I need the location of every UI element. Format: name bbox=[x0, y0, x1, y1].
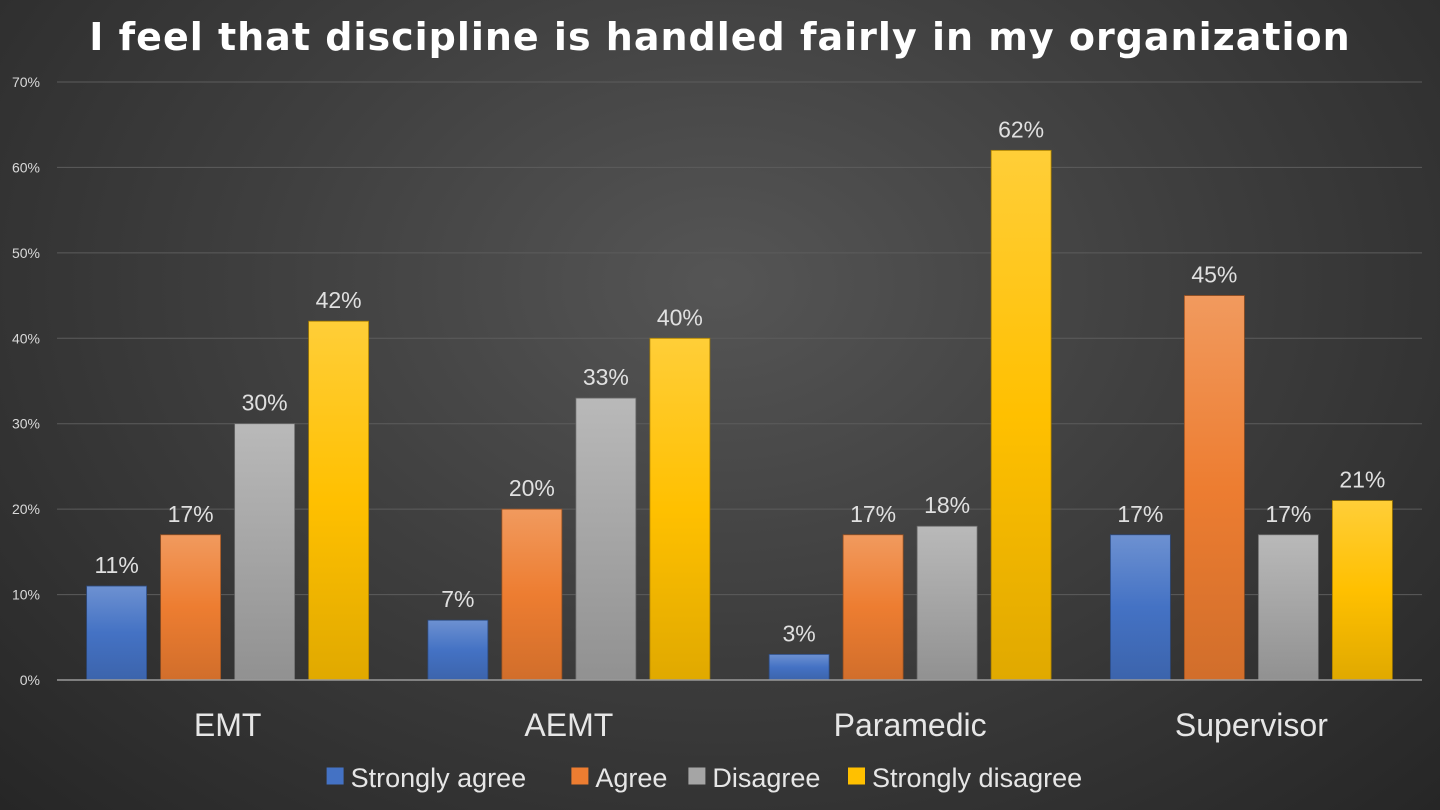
data-label: 11% bbox=[94, 552, 138, 578]
x-axis-ticks: EMT AEMT Paramedic Supervisor bbox=[194, 707, 1328, 743]
data-label: 17% bbox=[1265, 501, 1311, 527]
data-label: 3% bbox=[783, 620, 816, 646]
data-label: 33% bbox=[583, 364, 629, 390]
data-label: 20% bbox=[509, 475, 555, 501]
data-label: 42% bbox=[316, 287, 362, 313]
data-label: 45% bbox=[1191, 262, 1237, 288]
data-labels: 11% 17% 30% 42% 7% 20% 33% 40% 3% 17% 18% 62% 17% 45%… bbox=[94, 116, 1385, 646]
bar-aemt-strongly-agree bbox=[427, 619, 489, 681]
legend-label: Agree bbox=[595, 763, 667, 793]
legend-label: Strongly agree bbox=[351, 763, 527, 793]
x-tick-label: Paramedic bbox=[834, 707, 987, 743]
legend: Strongly agree Agree Disagree Strongly disa… bbox=[326, 763, 1082, 793]
x-tick-label: AEMT bbox=[524, 707, 613, 743]
x-tick-label: EMT bbox=[194, 707, 262, 743]
bar-paramedic-strongly-agree bbox=[768, 653, 830, 681]
y-tick-label: 20% bbox=[12, 501, 40, 517]
bar-paramedic-strongly-disagree bbox=[990, 149, 1052, 681]
y-tick-label: 60% bbox=[12, 159, 40, 175]
legend-label: Disagree bbox=[712, 763, 820, 793]
data-label: 17% bbox=[850, 501, 896, 527]
bars bbox=[86, 149, 1393, 681]
bar-emt-strongly-agree bbox=[86, 585, 148, 681]
bar-paramedic-agree bbox=[842, 534, 904, 681]
data-label: 62% bbox=[998, 116, 1044, 142]
bar-emt-agree bbox=[160, 534, 222, 681]
bar-paramedic-disagree bbox=[916, 525, 978, 681]
data-label: 40% bbox=[657, 304, 703, 330]
y-tick-label: 0% bbox=[20, 672, 40, 688]
chart-title: I feel that discipline is handled fairly… bbox=[89, 15, 1350, 59]
x-tick-label: Supervisor bbox=[1175, 707, 1328, 743]
bar-supervisor-agree bbox=[1183, 295, 1245, 681]
bar-emt-disagree bbox=[234, 423, 296, 681]
data-label: 18% bbox=[924, 492, 970, 518]
data-label: 17% bbox=[1117, 501, 1163, 527]
bar-emt-strongly-disagree bbox=[308, 320, 370, 681]
bar-aemt-strongly-disagree bbox=[649, 337, 711, 681]
legend-swatch bbox=[571, 767, 589, 785]
legend-swatch bbox=[848, 767, 865, 785]
y-tick-label: 70% bbox=[12, 74, 40, 90]
legend-swatch bbox=[326, 767, 344, 785]
y-tick-label: 40% bbox=[12, 330, 40, 346]
y-tick-label: 30% bbox=[12, 416, 40, 432]
bar-aemt-agree bbox=[501, 508, 563, 681]
data-label: 21% bbox=[1339, 467, 1385, 493]
legend-swatch bbox=[688, 767, 706, 785]
bar-aemt-disagree bbox=[575, 397, 637, 681]
data-label: 30% bbox=[242, 390, 288, 416]
y-tick-label: 10% bbox=[12, 587, 40, 603]
data-label: 7% bbox=[441, 586, 474, 612]
y-axis-ticks: 0% 10% 20% 30% 40% 50% 60% 70% bbox=[12, 74, 40, 688]
y-tick-label: 50% bbox=[12, 245, 40, 261]
bar-supervisor-strongly-disagree bbox=[1331, 500, 1393, 681]
data-label: 17% bbox=[168, 501, 214, 527]
bar-supervisor-disagree bbox=[1257, 534, 1319, 681]
bar-supervisor-strongly-agree bbox=[1109, 534, 1171, 681]
legend-label: Strongly disagree bbox=[872, 763, 1082, 793]
